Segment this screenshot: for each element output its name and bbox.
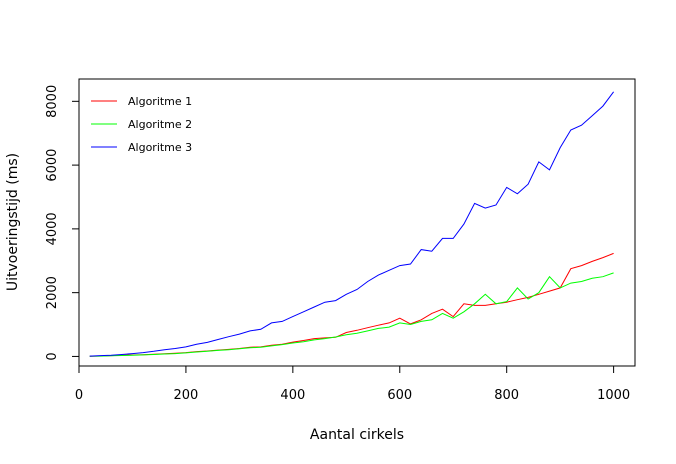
series-line-2 — [89, 272, 614, 357]
y-tick-label: 6000 — [45, 149, 60, 182]
y-tick-label: 4000 — [45, 212, 60, 245]
y-tick-label: 8000 — [45, 85, 60, 118]
legend-label: Algoritme 2 — [128, 118, 192, 131]
x-tick-label: 800 — [494, 388, 519, 403]
y-axis-title: Uitvoeringstijd (ms) — [5, 153, 21, 291]
x-tick-label: 0 — [75, 388, 83, 403]
x-tick-label: 400 — [280, 388, 305, 403]
y-tick-label: 2000 — [45, 276, 60, 309]
series-lines — [89, 91, 615, 357]
x-tick-label: 1000 — [597, 388, 630, 403]
x-tick-label: 200 — [174, 388, 199, 403]
x-tick-label: 600 — [387, 388, 412, 403]
series-line-1 — [89, 252, 614, 357]
y-axis: 0 2000 4000 6000 8000 — [45, 85, 80, 361]
y-tick-label: 0 — [45, 352, 60, 360]
series-line-3 — [89, 91, 615, 357]
x-axis-title: Aantal cirkels — [310, 427, 404, 443]
legend: Algoritme 1 Algoritme 2 Algoritme 3 — [91, 95, 192, 154]
x-axis: 0 200 400 600 800 1000 — [75, 365, 630, 403]
legend-label: Algoritme 1 — [128, 95, 192, 108]
legend-label: Algoritme 3 — [128, 141, 192, 154]
